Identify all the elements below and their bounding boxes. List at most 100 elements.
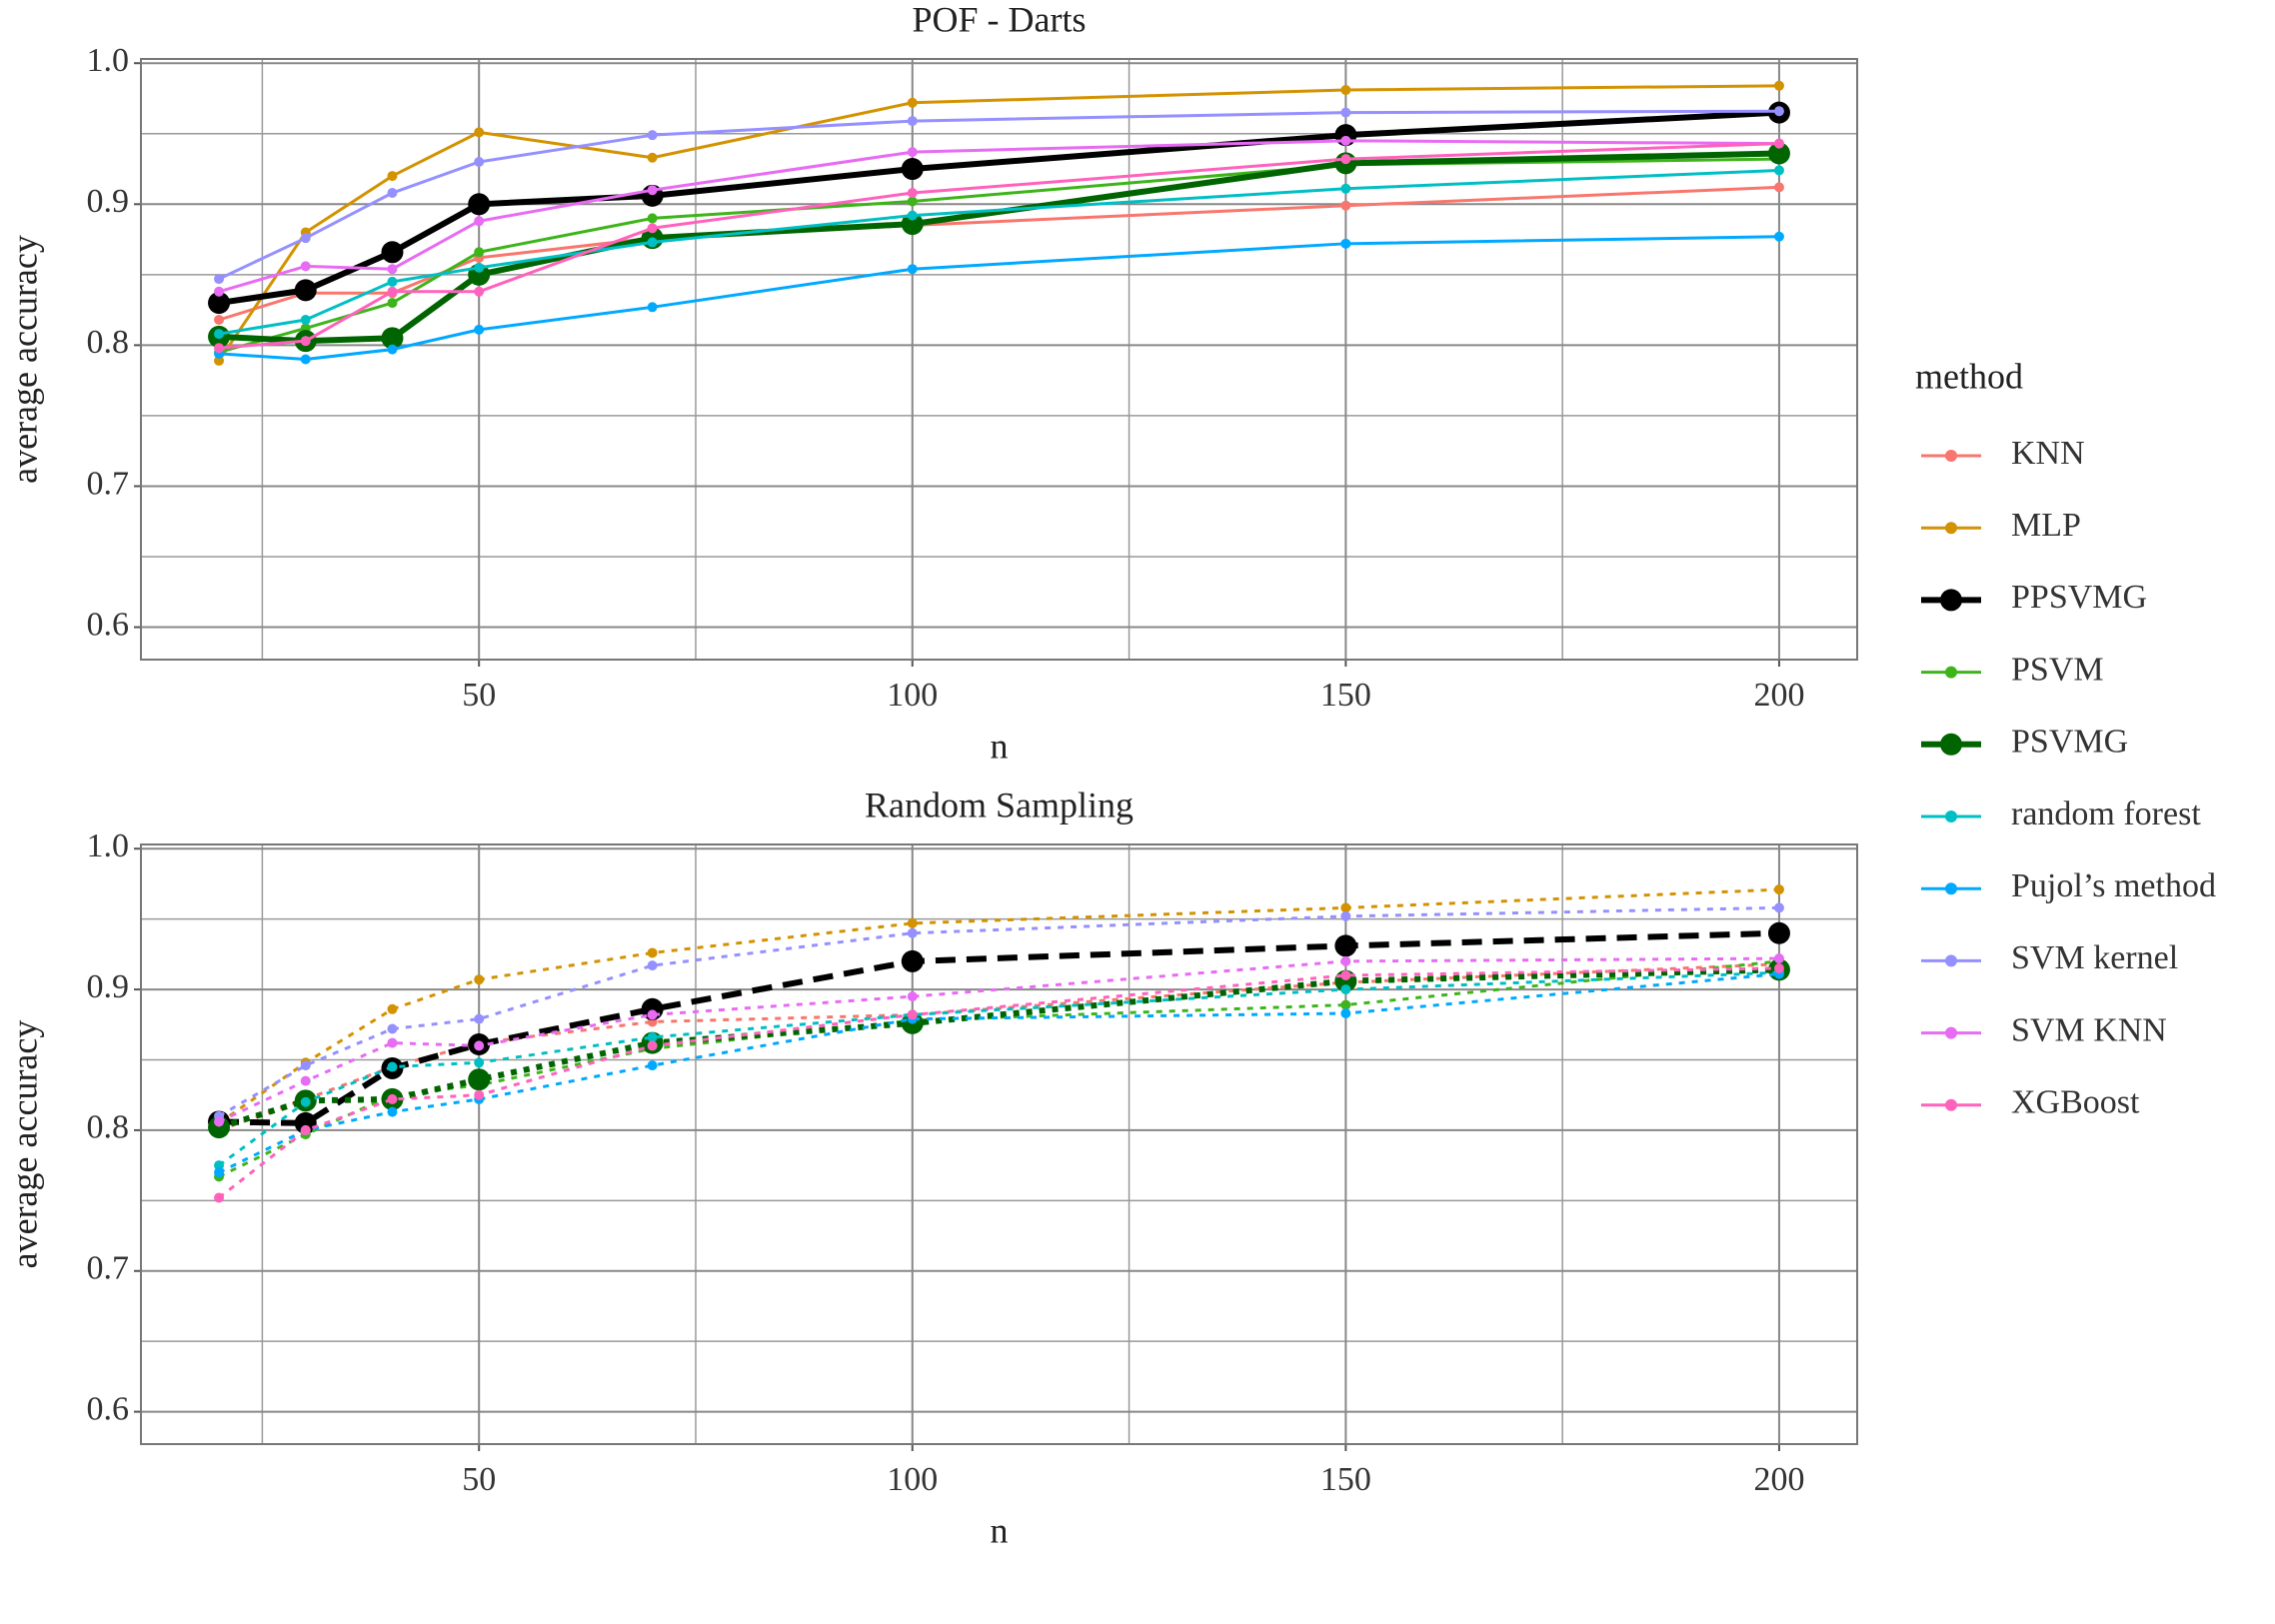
data-point	[214, 286, 225, 297]
data-point	[1340, 902, 1351, 913]
data-point	[1334, 934, 1357, 957]
data-point	[387, 1061, 398, 1072]
series-line: random forest	[218, 168, 1780, 336]
series-line: PPSVMG	[218, 929, 1780, 1126]
data-point	[1773, 231, 1784, 242]
data-point	[901, 158, 924, 181]
y-tick-label: 0.9	[87, 183, 130, 220]
data-point	[387, 1037, 398, 1048]
x-tick-label: 100	[887, 677, 938, 714]
data-point	[907, 917, 918, 928]
legend-label: SVM kernel	[2011, 939, 2178, 976]
data-point	[294, 279, 317, 302]
legend-key-point	[1945, 954, 1957, 967]
data-point	[907, 1009, 918, 1020]
data-point	[214, 1167, 225, 1178]
data-point	[474, 127, 485, 138]
data-point	[647, 223, 658, 234]
panel-border	[140, 843, 1858, 1445]
data-point	[468, 193, 491, 216]
data-point	[214, 1192, 225, 1203]
legend-label: PSVM	[2011, 651, 2104, 688]
series-line: SVM KNN	[218, 956, 1779, 1123]
data-point	[214, 329, 225, 340]
data-point	[1340, 85, 1351, 96]
data-point	[1773, 902, 1784, 913]
legend-key-point	[1945, 1026, 1957, 1039]
data-point	[647, 1040, 658, 1051]
data-point	[474, 1040, 485, 1051]
data-point	[1340, 154, 1351, 165]
legend-key-point	[1945, 882, 1957, 895]
series-line: MLP	[217, 84, 1779, 362]
data-point	[387, 1106, 398, 1117]
data-point	[907, 264, 918, 275]
x-tick-label: 150	[1320, 1461, 1371, 1498]
data-point	[387, 264, 398, 275]
legend-key-point	[1945, 666, 1957, 679]
series-line: SVM KNN	[218, 139, 1779, 294]
series-line: SVM kernel	[218, 109, 1779, 281]
series-line: PSVMG	[218, 966, 1780, 1130]
legend-title: method	[1915, 356, 2023, 396]
data-point	[647, 947, 658, 958]
data-point	[907, 188, 918, 199]
y-tick-label: 1.0	[87, 42, 130, 79]
data-point	[474, 156, 485, 167]
data-point	[1773, 884, 1784, 895]
data-point	[647, 213, 658, 224]
chart-title: POF - Darts	[912, 0, 1086, 39]
data-point	[294, 1111, 317, 1134]
series-line: XGBoost	[218, 142, 1780, 350]
data-point	[474, 1089, 485, 1100]
data-point	[214, 355, 225, 366]
data-point	[907, 210, 918, 221]
y-tick-label: 0.6	[87, 606, 130, 643]
data-point	[1340, 984, 1351, 995]
series-line: PSVM	[218, 959, 1780, 1178]
x-tick-label: 100	[887, 1461, 938, 1498]
data-point	[647, 130, 658, 141]
series-line: PPSVMG	[218, 109, 1780, 307]
y-tick-label: 0.7	[87, 465, 130, 502]
data-point	[647, 237, 658, 248]
series-line: MLP	[218, 887, 1780, 1125]
data-point	[387, 286, 398, 297]
y-tick-label: 0.6	[87, 1390, 130, 1427]
y-tick-label: 0.8	[87, 324, 130, 361]
data-point	[647, 1031, 658, 1042]
data-point	[901, 949, 924, 972]
x-tick-label: 50	[462, 677, 496, 714]
data-point	[214, 314, 225, 325]
data-point	[1340, 183, 1351, 194]
data-point	[474, 1057, 485, 1068]
data-point	[1773, 80, 1784, 91]
data-point	[387, 344, 398, 355]
data-point	[647, 1009, 658, 1020]
data-point	[1773, 962, 1784, 973]
legend-key-point	[1945, 522, 1957, 535]
legend-key-point	[1940, 733, 1962, 756]
data-point	[387, 188, 398, 199]
data-point	[1340, 107, 1351, 118]
legend-label: XGBoost	[2011, 1084, 2140, 1121]
data-point	[381, 241, 404, 264]
data-point	[387, 1093, 398, 1104]
data-point	[474, 1013, 485, 1024]
data-point	[300, 1096, 311, 1107]
x-axis-label: n	[991, 726, 1009, 766]
data-point	[907, 147, 918, 158]
x-tick-label: 200	[1753, 677, 1804, 714]
data-point	[387, 276, 398, 287]
panel-border	[140, 58, 1858, 661]
data-point	[214, 343, 225, 354]
data-point	[901, 213, 924, 236]
x-tick-label: 200	[1753, 1461, 1804, 1498]
data-point	[300, 261, 311, 272]
data-point	[1340, 969, 1351, 980]
data-point	[300, 336, 311, 347]
y-tick-label: 1.0	[87, 827, 130, 864]
data-point	[208, 292, 231, 315]
legend-label: MLP	[2011, 507, 2081, 544]
